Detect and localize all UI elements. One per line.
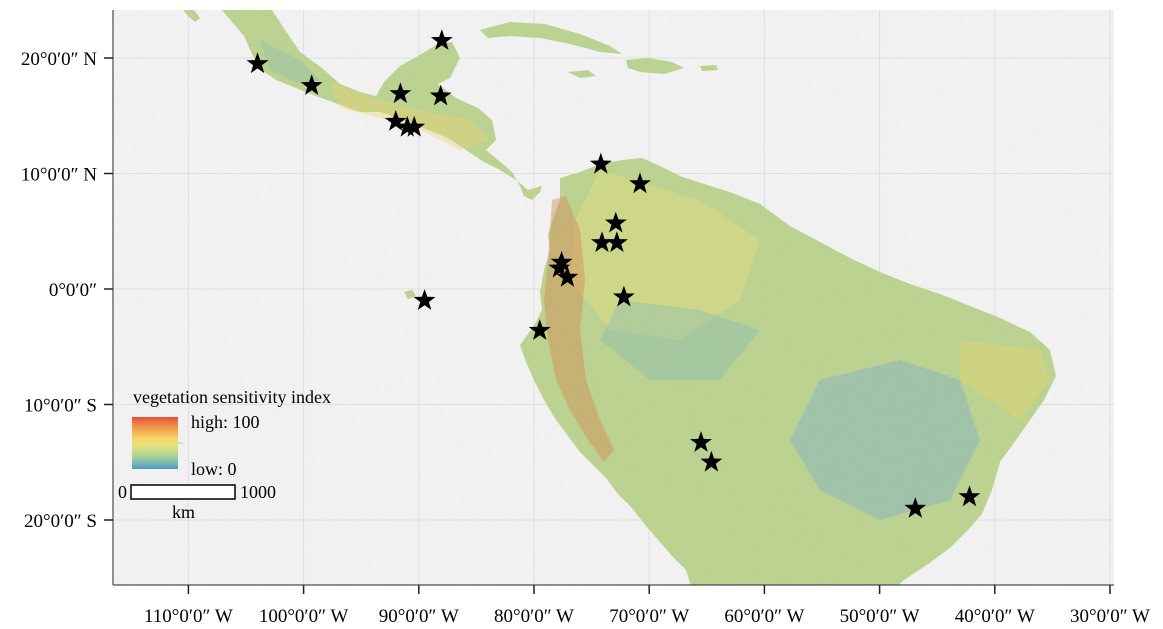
- site-star-marker: [556, 265, 579, 287]
- site-star-marker: [389, 82, 412, 104]
- x-tick-label: 110°0′0″ W: [144, 606, 233, 627]
- site-star-marker: [591, 231, 613, 253]
- site-star-marker: [528, 319, 551, 340]
- site-star-marker: [612, 285, 635, 307]
- x-tick-label: 90°0′0″ W: [379, 606, 459, 627]
- y-tick-label: 20°0′0″ N: [21, 49, 97, 70]
- site-star-marker: [629, 172, 651, 194]
- x-tick-label: 80°0′0″ W: [494, 606, 574, 627]
- y-tick-label: 0°0′0″: [49, 280, 97, 301]
- site-star-marker: [904, 497, 927, 518]
- site-star-marker: [958, 485, 981, 507]
- site-star-marker: [413, 289, 436, 310]
- site-star-marker: [384, 110, 407, 131]
- legend-title: vegetation sensitivity index: [133, 387, 331, 407]
- site-star-marker: [690, 431, 712, 452]
- scale-bar: 0 1000 km: [118, 482, 276, 522]
- site-star-marker: [700, 450, 723, 472]
- legend-high-label: high: 100: [191, 412, 260, 432]
- scale-bar-start-label: 0: [118, 482, 127, 502]
- scale-bar-box: [130, 484, 236, 500]
- site-star-marker: [604, 211, 627, 233]
- legend-low-label: low: 0: [191, 459, 237, 479]
- y-tick-label: 20°0′0″ S: [24, 511, 97, 532]
- y-axis: 20°0′0″ N 10°0′0″ N 0°0′0″ 10°0′0″ S 20°0′0″…: [21, 49, 113, 532]
- site-star-marker: [548, 256, 571, 278]
- site-markers: [246, 29, 981, 518]
- x-tick-label: 70°0′0″ W: [609, 606, 689, 627]
- scale-bar-end-label: 1000: [240, 482, 276, 502]
- site-star-marker: [550, 250, 573, 272]
- x-axis: 110°0′0″ W 100°0′0″ W 90°0′0″ W 80°0′0″ W 70…: [144, 585, 1150, 627]
- scale-bar-unit-label: km: [172, 502, 195, 522]
- site-star-marker: [246, 52, 269, 74]
- x-tick-label: 40°0′0″ W: [955, 606, 1035, 627]
- x-tick-label: 100°0′0″ W: [259, 606, 349, 627]
- x-tick-label: 50°0′0″ W: [840, 606, 920, 627]
- x-tick-label: 30°0′0″ W: [1070, 606, 1150, 627]
- y-tick-label: 10°0′0″ N: [21, 165, 97, 186]
- legend: vegetation sensitivity index high: 100 l…: [132, 387, 331, 479]
- x-tick-label: 60°0′0″ W: [724, 606, 804, 627]
- site-star-marker: [606, 231, 628, 253]
- site-star-marker: [429, 84, 452, 106]
- site-star-marker: [589, 152, 612, 174]
- site-star-marker: [300, 74, 323, 95]
- y-tick-label: 10°0′0″ S: [24, 396, 97, 417]
- legend-color-ramp: [132, 417, 178, 469]
- site-star-marker: [430, 29, 453, 50]
- site-star-marker: [403, 115, 426, 137]
